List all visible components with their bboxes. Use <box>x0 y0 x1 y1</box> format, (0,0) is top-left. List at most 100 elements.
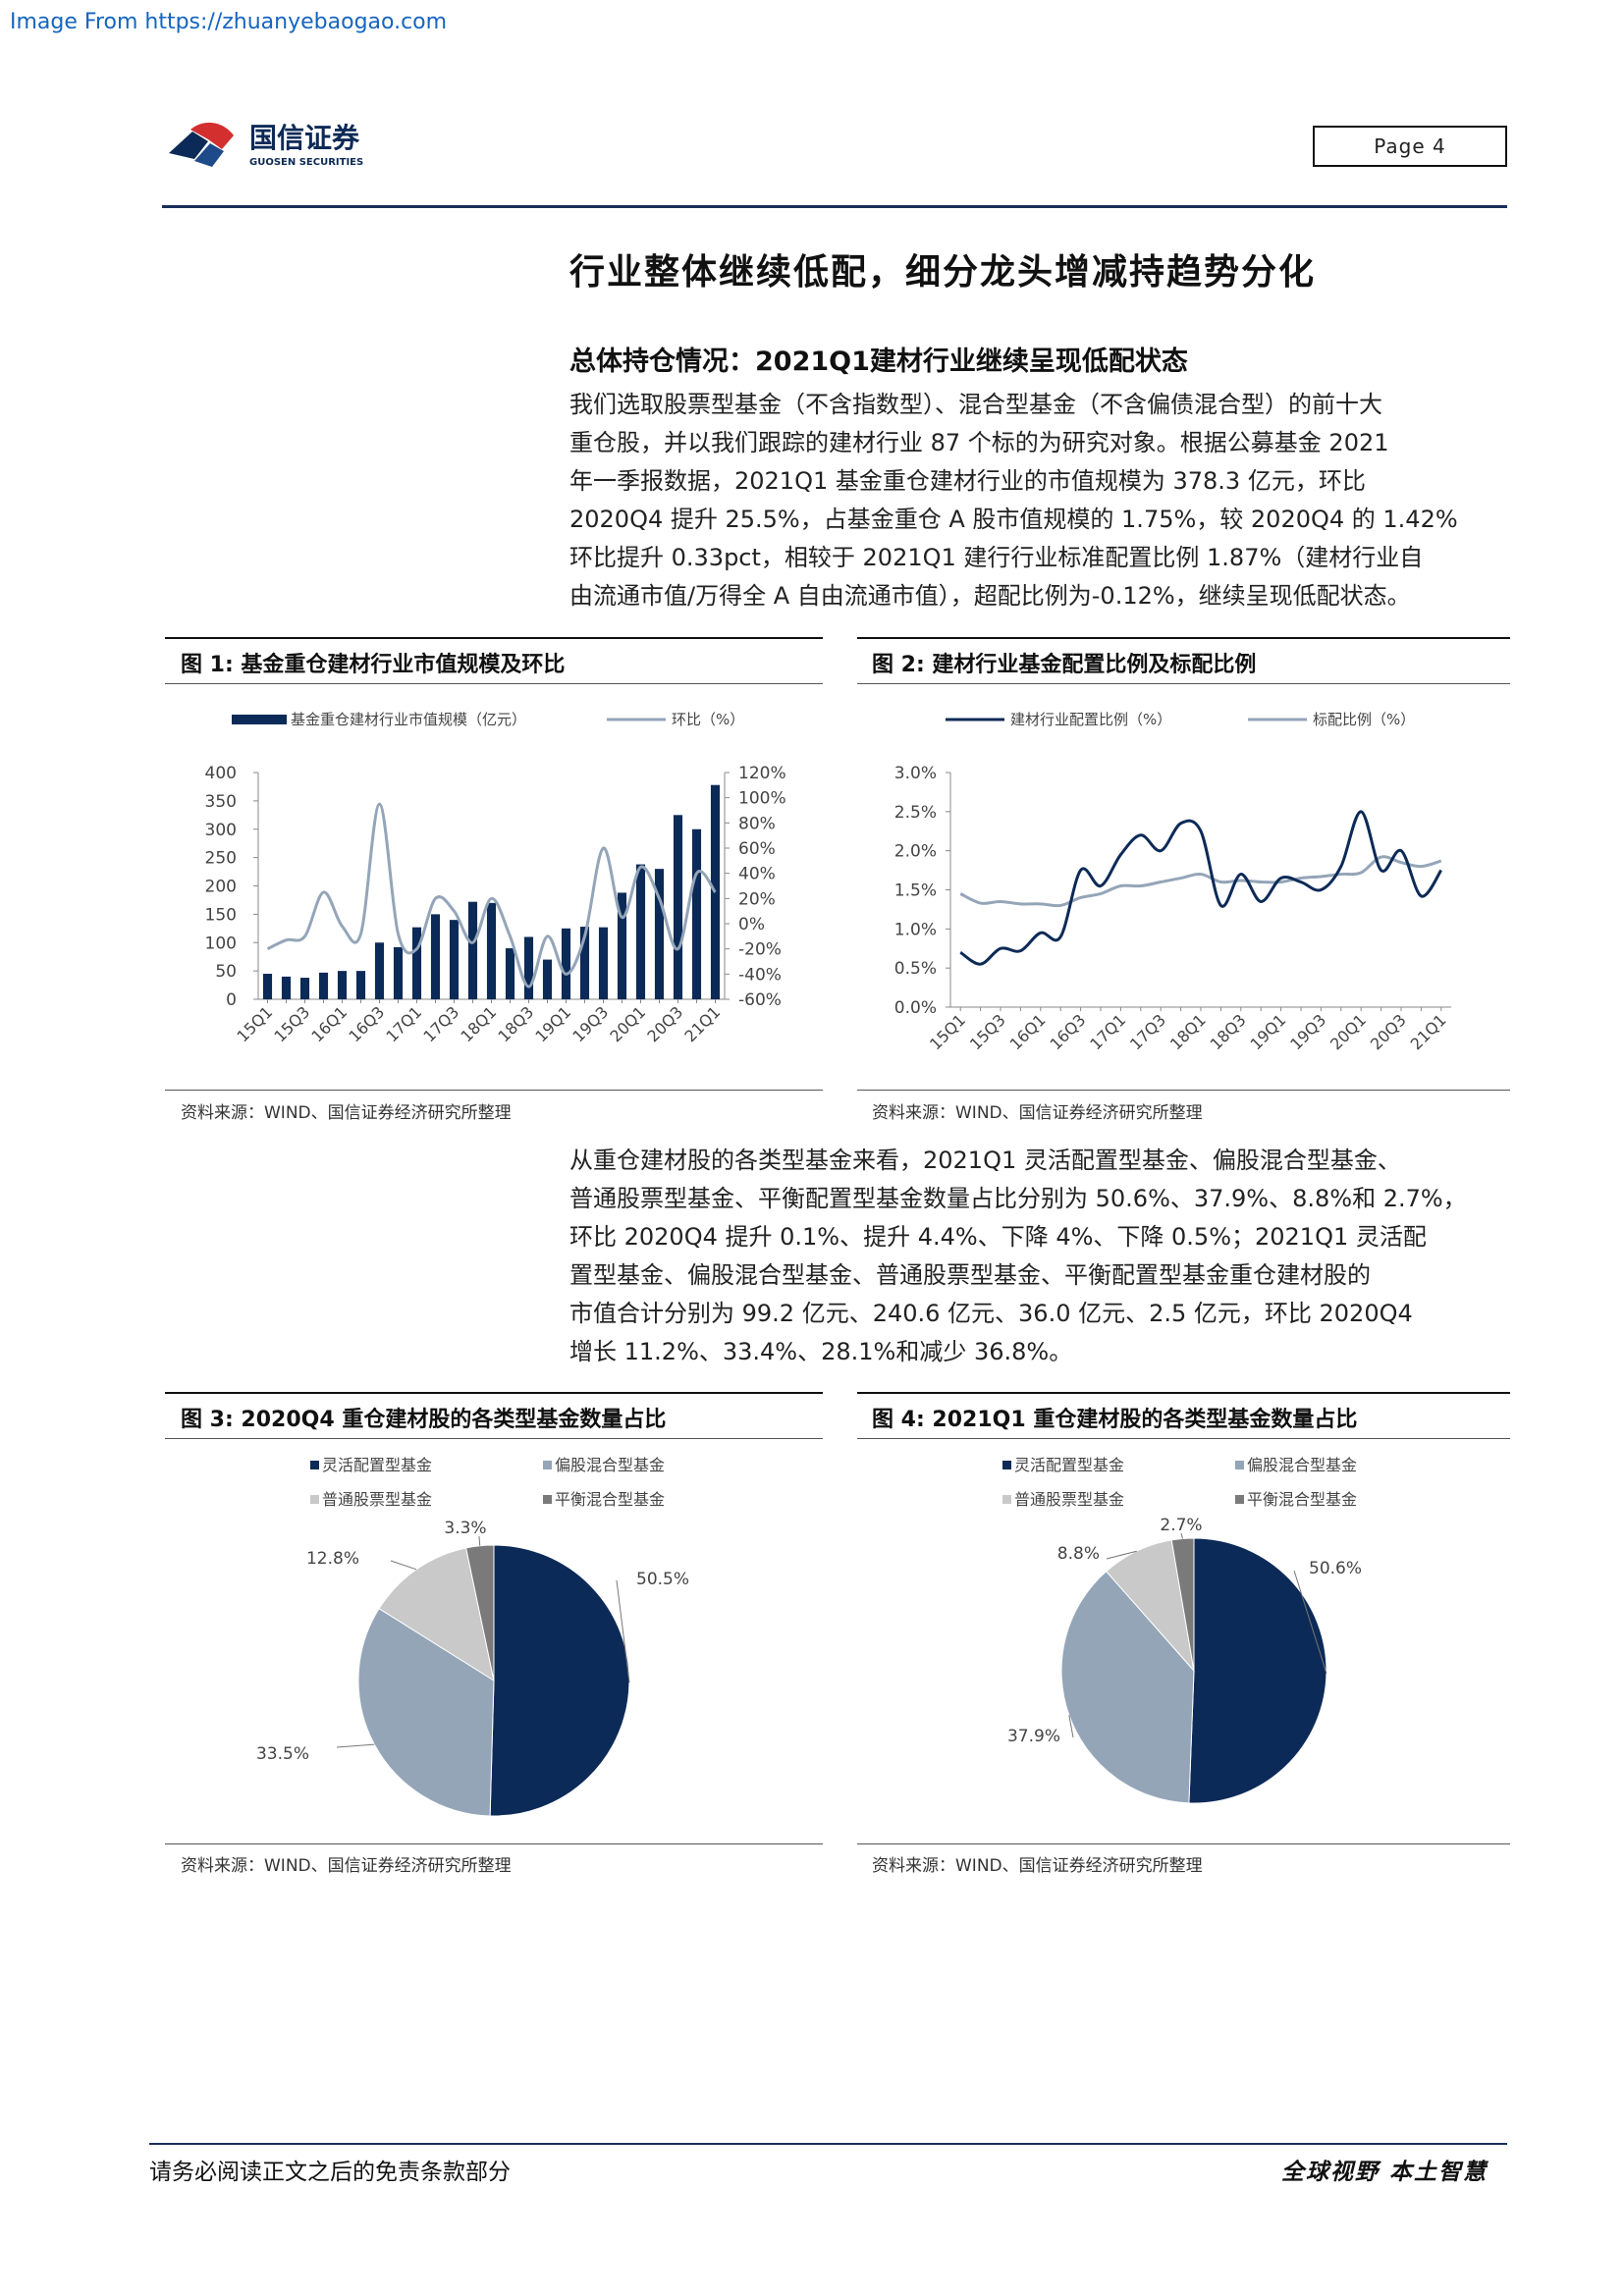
x-tick-label: 20Q1 <box>606 1002 649 1045</box>
y-tick-label-left: 50 <box>215 962 237 982</box>
y-tick-label: 0.5% <box>894 959 937 979</box>
legend-swatch-bar <box>232 715 287 724</box>
y-tick-label-left: 150 <box>205 905 237 925</box>
pie-leader-line <box>390 1560 417 1571</box>
legend-label-allocation: 建材行业配置比例（%） <box>1010 711 1171 728</box>
y-tick-label: 0.0% <box>894 998 937 1018</box>
para1-line: 2020Q4 提升 25.5%，占基金重仓 A 股市值规模的 1.75%，较 2… <box>569 506 1458 533</box>
pie-leader-line <box>1293 1570 1327 1674</box>
bar <box>355 971 366 999</box>
bar <box>654 869 665 999</box>
legend-swatch <box>310 1461 319 1469</box>
legend-label: 偏股混合型基金 <box>555 1456 665 1474</box>
y-tick-label-right: -40% <box>738 965 782 985</box>
y-tick-label-right: 100% <box>738 789 786 809</box>
x-tick-label: 18Q3 <box>1207 1010 1250 1053</box>
fig2-top-rule <box>857 637 1510 639</box>
y-tick-label-right: 120% <box>738 764 786 783</box>
bar <box>449 920 460 999</box>
para2-line: 增长 11.2%、33.4%、28.1%和减少 36.8%。 <box>569 1338 1073 1365</box>
logo-mark-icon: 国信证券 GUOSEN SECURITIES <box>169 122 363 168</box>
y-tick-label-left: 300 <box>205 821 237 840</box>
y-tick-label-right: 40% <box>738 865 776 884</box>
legend-swatch <box>310 1495 319 1504</box>
x-tick-label: 17Q1 <box>382 1002 425 1045</box>
legend-swatch <box>543 1461 552 1469</box>
guosen-logo: 国信证券 GUOSEN SECURITIES <box>165 116 420 175</box>
pie-leader-line <box>478 1535 481 1546</box>
legend-label: 灵活配置型基金 <box>1014 1456 1124 1474</box>
fig2-bottom-rule <box>857 1090 1510 1091</box>
footer-slogan: 全球视野 本土智慧 <box>1281 2160 1489 2185</box>
y-tick-label-left: 200 <box>205 878 237 897</box>
fig3-source: 资料来源：WIND、国信证券经济研究所整理 <box>181 1856 512 1876</box>
fig3-top-rule <box>165 1392 823 1394</box>
fig4-bottom-rule <box>857 1843 1510 1844</box>
para1-line: 我们选取股票型基金（不含指数型）、混合型基金（不含偏债混合型）的前十大 <box>569 391 1382 418</box>
para1-line: 重仓股，并以我们跟踪的建材行业 87 个标的为研究对象。根据公募基金 2021 <box>569 429 1389 456</box>
fig3-title-rule <box>165 1438 823 1439</box>
fig3-title: 图 3: 2020Q4 重仓建材股的各类型基金数量占比 <box>181 1408 667 1432</box>
x-tick-label: 17Q3 <box>1126 1010 1169 1053</box>
fig1-top-rule <box>165 637 823 639</box>
y-tick-label-right: 80% <box>738 814 776 833</box>
x-tick-label: 21Q1 <box>1407 1010 1450 1053</box>
series-line-allocation <box>959 810 1443 966</box>
fig1-chart: 基金重仓建材行业市值规模（亿元） 环比（%） 0 50 100 150 200 250 300 3… <box>205 711 786 1045</box>
fig1-bottom-rule <box>165 1090 823 1091</box>
legend-label: 平衡混合型基金 <box>1247 1490 1357 1509</box>
para1-line: 年一季报数据，2021Q1 基金重仓建材行业的市值规模为 378.3 亿元，环比 <box>569 467 1366 495</box>
para1-line: 环比提升 0.33pct，相较于 2021Q1 建行行业标准配置比例 1.87%… <box>569 544 1424 571</box>
y-tick-label-left: 250 <box>205 849 237 869</box>
pie-leader-line <box>1180 1532 1184 1539</box>
fig2-source: 资料来源：WIND、国信证券经济研究所整理 <box>872 1103 1203 1123</box>
bar <box>411 927 422 999</box>
bar <box>598 927 609 999</box>
fig1-title: 图 1: 基金重仓建材行业市值规模及环比 <box>181 653 566 677</box>
y-tick-label-left: 0 <box>226 990 237 1010</box>
paragraph-fund-types: 从重仓建材股的各类型基金来看，2021Q1 灵活配置型基金、偏股混合型基金、 普… <box>569 1142 1507 1371</box>
bar <box>579 927 590 999</box>
x-tick-label: 18Q3 <box>494 1002 537 1045</box>
fig4-title: 图 4: 2021Q1 重仓建材股的各类型基金数量占比 <box>872 1408 1358 1432</box>
legend-swatch <box>1235 1495 1244 1504</box>
legend-label-standard: 标配比例（%） <box>1313 711 1415 728</box>
pie-slice <box>489 1544 630 1817</box>
pie-leader-line <box>1106 1550 1137 1560</box>
bar <box>430 914 441 999</box>
bar <box>486 902 497 999</box>
pie-data-label: 50.5% <box>636 1570 689 1589</box>
legend-swatch <box>543 1495 552 1504</box>
bar <box>542 959 553 999</box>
pie-leader-line <box>336 1743 375 1748</box>
x-tick-label: 16Q3 <box>1046 1010 1089 1053</box>
y-tick-label: 1.0% <box>894 920 937 939</box>
para2-line: 普通股票型基金、平衡配置型基金数量占比分别为 50.6%、37.9%、8.8%和… <box>569 1185 1467 1212</box>
legend-label: 平衡混合型基金 <box>555 1490 665 1509</box>
bar <box>337 971 348 999</box>
header-rule <box>162 205 1507 208</box>
bar <box>393 946 404 999</box>
pie-data-label: 3.3% <box>444 1519 486 1538</box>
legend-swatch <box>1002 1495 1011 1504</box>
pie-data-label: 12.8% <box>306 1549 359 1569</box>
bar <box>374 942 385 999</box>
logo-en-text: GUOSEN SECURITIES <box>249 157 363 168</box>
x-tick-label: 19Q1 <box>531 1002 574 1045</box>
pie-data-label: 50.6% <box>1309 1559 1362 1578</box>
x-tick-label: 20Q1 <box>1326 1010 1370 1053</box>
y-tick-label: 1.5% <box>894 881 937 901</box>
logo-cn-text: 国信证券 <box>249 122 360 154</box>
series-line-standard <box>959 855 1442 908</box>
bar <box>281 976 292 999</box>
x-tick-label: 20Q3 <box>1367 1010 1410 1053</box>
x-tick-label: 16Q3 <box>345 1002 388 1045</box>
para1-line: 由流通市值/万得全 A 自由流通市值），超配比例为-0.12%，继续呈现低配状态… <box>569 582 1411 610</box>
legend-label-bar: 基金重仓建材行业市值规模（亿元） <box>291 711 526 728</box>
y-tick-label-left: 400 <box>205 764 237 783</box>
bar <box>467 901 478 999</box>
watermark-link[interactable]: Image From https://zhuanyebaogao.com <box>10 10 448 34</box>
x-tick-label: 16Q1 <box>1006 1010 1050 1053</box>
y-tick-label: 2.0% <box>894 842 937 862</box>
